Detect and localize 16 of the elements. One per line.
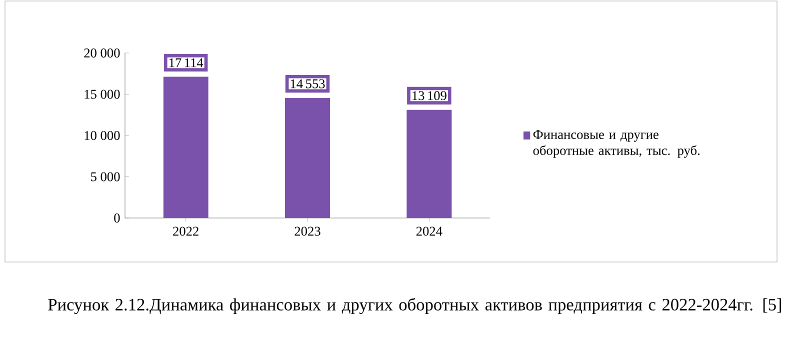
y-tick-label: 10 000 xyxy=(84,131,120,140)
bar xyxy=(406,110,452,218)
text: Рисунок 2.12.Динамика финансовых и других оборотных активов предприятия с 2022-2024гг. [5] xyxy=(48,298,782,314)
data-label: 13 109 xyxy=(412,91,446,100)
y-tick-label: 20 000 xyxy=(84,48,120,58)
x-tick-label: 2024 xyxy=(416,226,442,236)
bar xyxy=(285,98,330,218)
x-tick-label: 2022 xyxy=(173,226,198,236)
data-label: 17 114 xyxy=(169,58,204,68)
y-tick-label: 5 000 xyxy=(91,172,120,182)
y-tick-label: 15 000 xyxy=(84,90,120,99)
y-tick-label: 0 xyxy=(114,214,120,222)
legend-label: Финансовые и другие оборотные активы, тыс. руб. xyxy=(533,130,700,158)
x-tick-label: 2023 xyxy=(294,226,320,236)
bar xyxy=(163,76,208,218)
data-label: 14 553 xyxy=(290,79,325,88)
